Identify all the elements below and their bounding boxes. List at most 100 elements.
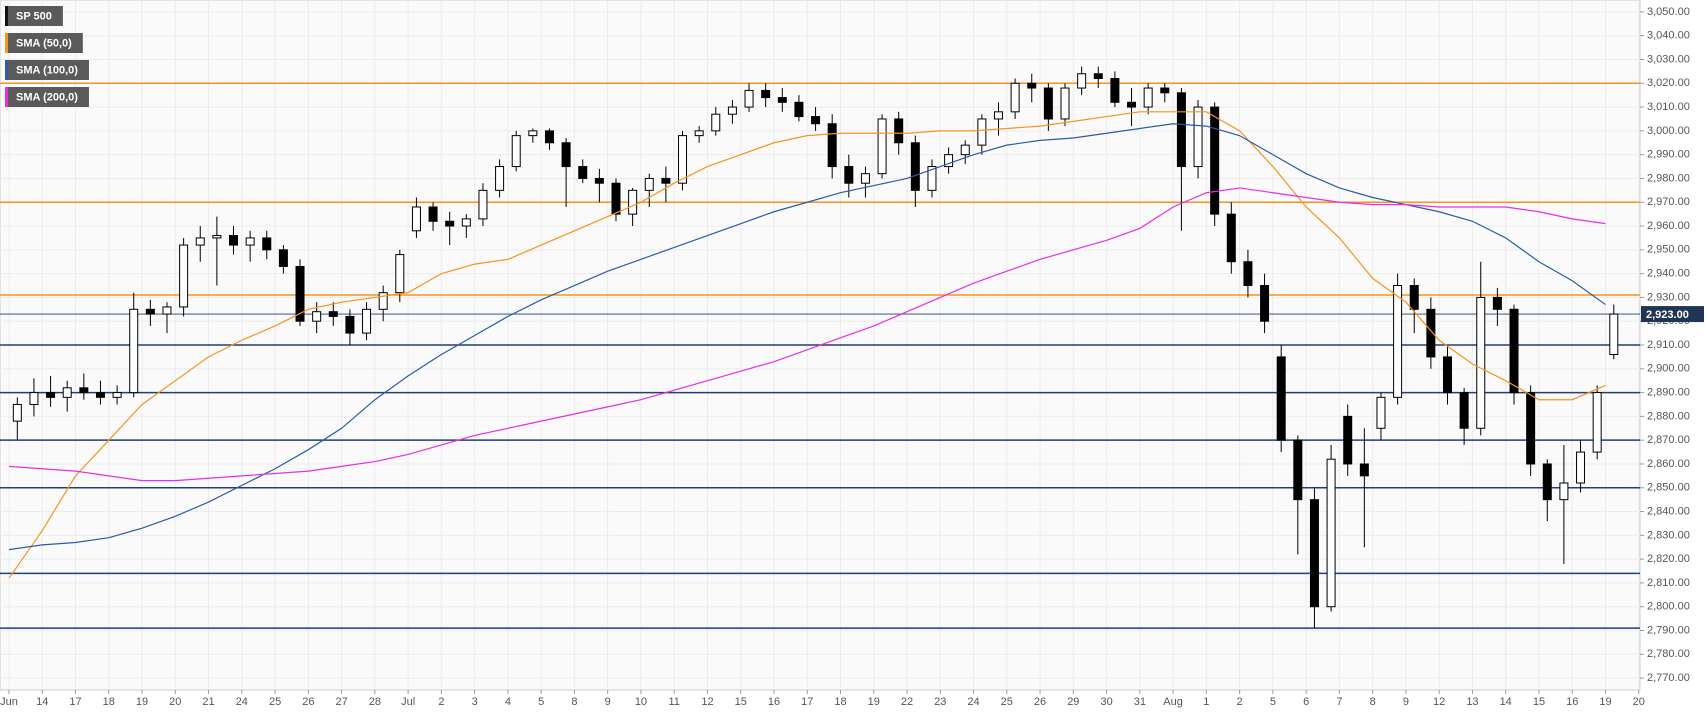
candle-body (761, 89, 771, 99)
candle-body (295, 265, 305, 322)
candle-body (1542, 463, 1552, 501)
last-price-label: 2,923.00 (1646, 309, 1689, 321)
y-tick-label: 2,800.00 (1647, 601, 1690, 613)
x-tick-label: 5 (538, 696, 544, 708)
legend-label: SMA (200,0) (16, 91, 78, 103)
candle-body (827, 123, 837, 168)
x-tick-label: 5 (1270, 696, 1276, 708)
x-tick-label: 26 (302, 696, 314, 708)
candle-body (1459, 392, 1469, 429)
candle-body (1010, 82, 1020, 113)
candle-body (378, 292, 388, 310)
legend-swatch (5, 6, 8, 26)
x-tick-label: 22 (901, 696, 913, 708)
candle-body (594, 177, 604, 184)
legend-item: SMA (50,0) (5, 33, 83, 53)
y-tick-label: 2,980.00 (1647, 172, 1690, 184)
x-tick-label: 8 (571, 696, 577, 708)
x-tick-label: 15 (735, 696, 747, 708)
candle-body (1326, 458, 1336, 608)
candle-body (561, 142, 571, 168)
candle-body (1043, 87, 1053, 120)
y-tick-label: 2,990.00 (1647, 149, 1690, 161)
candle-body (1226, 213, 1236, 263)
candle-body (1176, 92, 1186, 168)
candle-body (1343, 415, 1353, 465)
legend-swatch (5, 33, 8, 53)
x-tick-label: Jul (401, 696, 415, 708)
x-tick-label: 16 (1566, 696, 1578, 708)
x-tick-label: 17 (801, 696, 813, 708)
y-tick-label: 2,810.00 (1647, 577, 1690, 589)
x-tick-label: 24 (236, 696, 248, 708)
candle-body (362, 308, 372, 334)
candle-body (844, 166, 854, 184)
candle-body (445, 220, 455, 227)
candle-body (229, 235, 239, 246)
y-tick-label: 2,770.00 (1647, 672, 1690, 684)
candle-body (278, 249, 288, 267)
x-tick-label: 8 (1370, 696, 1376, 708)
legend-swatch (5, 87, 8, 107)
candle-body (910, 142, 920, 191)
x-tick-label: 2 (438, 696, 444, 708)
x-tick-label: Jun (0, 696, 18, 708)
y-tick-label: 2,960.00 (1647, 220, 1690, 232)
candle-body (179, 244, 189, 308)
x-tick-label: 25 (269, 696, 281, 708)
y-tick-label: 2,860.00 (1647, 458, 1690, 470)
candle-body (727, 106, 737, 115)
candle-body (145, 308, 155, 315)
x-tick-label: 30 (1100, 696, 1112, 708)
candle-body (1143, 87, 1153, 108)
y-tick-label: 3,010.00 (1647, 101, 1690, 113)
legend-item: SMA (200,0) (5, 87, 89, 107)
candle-body (544, 130, 554, 144)
candle-body (960, 144, 970, 156)
y-tick-label: 2,820.00 (1647, 553, 1690, 565)
x-tick-label: 13 (1466, 696, 1478, 708)
x-tick-label: 9 (605, 696, 611, 708)
y-tick-label: 3,040.00 (1647, 30, 1690, 42)
candle-body (95, 392, 105, 398)
candle-body (744, 89, 754, 108)
candle-body (860, 173, 870, 184)
legend-box (5, 33, 83, 53)
candle-body (129, 308, 139, 394)
x-tick-label: 14 (1500, 696, 1512, 708)
y-tick-label: 2,950.00 (1647, 244, 1690, 256)
candle-body (1309, 499, 1319, 608)
candle-body (993, 111, 1003, 120)
candle-body (328, 311, 338, 317)
candle-body (1110, 78, 1120, 103)
x-tick-label: 19 (1599, 696, 1611, 708)
candle-body (811, 116, 821, 125)
legend-box (5, 6, 63, 26)
x-tick-label: 26 (1034, 696, 1046, 708)
candle-body (578, 166, 588, 179)
candle-body (794, 101, 804, 118)
x-tick-label: 21 (202, 696, 214, 708)
y-tick-label: 3,050.00 (1647, 6, 1690, 18)
candle-body (1243, 261, 1253, 287)
candle-body (411, 206, 421, 232)
candle-body (1393, 285, 1403, 398)
candle-body (927, 166, 937, 191)
y-tick-label: 2,870.00 (1647, 434, 1690, 446)
candle-body (112, 392, 122, 398)
x-tick-label: 14 (36, 696, 48, 708)
candle-body (46, 392, 56, 398)
x-tick-label: 23 (934, 696, 946, 708)
candle-body (195, 237, 205, 246)
legend-box (5, 60, 89, 80)
legend-item: SMA (100,0) (5, 60, 89, 80)
candle-body (461, 218, 471, 227)
x-tick-label: Aug (1163, 696, 1183, 708)
candle-body (1409, 285, 1419, 310)
candle-body (312, 311, 322, 322)
y-tick-label: 2,910.00 (1647, 339, 1690, 351)
x-tick-label: 17 (69, 696, 81, 708)
candle-body (694, 130, 704, 137)
x-tick-label: 12 (1433, 696, 1445, 708)
x-tick-label: 25 (1001, 696, 1013, 708)
